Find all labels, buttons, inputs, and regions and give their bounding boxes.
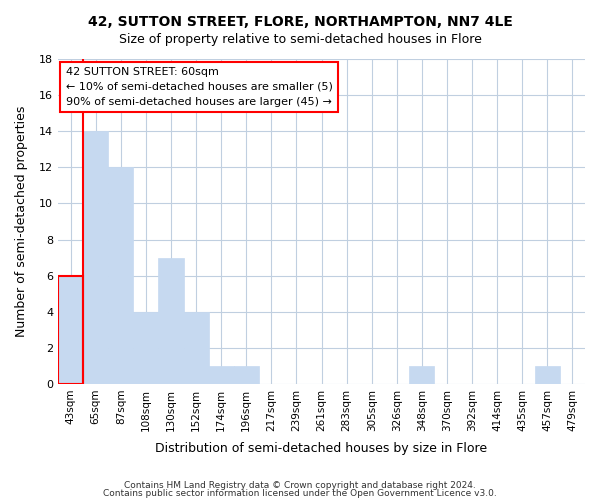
Text: 42 SUTTON STREET: 60sqm
← 10% of semi-detached houses are smaller (5)
90% of sem: 42 SUTTON STREET: 60sqm ← 10% of semi-de… bbox=[66, 67, 333, 106]
Text: Size of property relative to semi-detached houses in Flore: Size of property relative to semi-detach… bbox=[119, 32, 481, 46]
FancyBboxPatch shape bbox=[58, 276, 83, 384]
Bar bbox=[158, 258, 184, 384]
Bar bbox=[535, 366, 560, 384]
Bar bbox=[58, 276, 83, 384]
Text: Contains public sector information licensed under the Open Government Licence v3: Contains public sector information licen… bbox=[103, 488, 497, 498]
X-axis label: Distribution of semi-detached houses by size in Flore: Distribution of semi-detached houses by … bbox=[155, 442, 488, 455]
Bar bbox=[234, 366, 259, 384]
Bar bbox=[108, 168, 133, 384]
Text: Contains HM Land Registry data © Crown copyright and database right 2024.: Contains HM Land Registry data © Crown c… bbox=[124, 481, 476, 490]
Bar bbox=[209, 366, 234, 384]
Bar bbox=[409, 366, 434, 384]
Text: 42, SUTTON STREET, FLORE, NORTHAMPTON, NN7 4LE: 42, SUTTON STREET, FLORE, NORTHAMPTON, N… bbox=[88, 15, 512, 29]
Bar bbox=[184, 312, 209, 384]
Bar bbox=[83, 131, 108, 384]
Y-axis label: Number of semi-detached properties: Number of semi-detached properties bbox=[15, 106, 28, 337]
Bar bbox=[133, 312, 158, 384]
